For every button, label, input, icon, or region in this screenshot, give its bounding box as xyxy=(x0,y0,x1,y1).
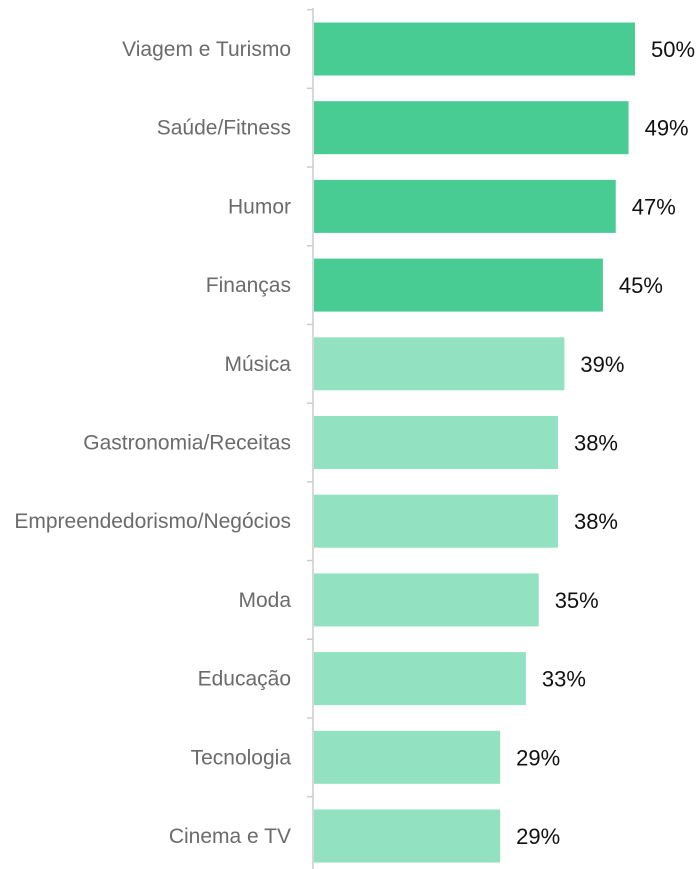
category-tick-label: Humor xyxy=(228,195,291,218)
bar xyxy=(314,258,603,312)
bars xyxy=(314,22,635,863)
data-label: 39% xyxy=(580,352,624,377)
data-label: 50% xyxy=(651,37,695,62)
data-label: 38% xyxy=(574,431,618,456)
bar xyxy=(314,416,558,469)
category-tick-label: Gastronomia/Receitas xyxy=(83,432,291,455)
bar xyxy=(314,337,565,391)
bar xyxy=(314,809,501,863)
data-label: 35% xyxy=(555,588,599,613)
category-tick-label: Tecnologia xyxy=(191,746,292,769)
category-tick-label: Moda xyxy=(238,589,291,612)
data-label: 45% xyxy=(619,273,663,298)
data-label: 49% xyxy=(645,116,689,141)
bar xyxy=(314,101,629,155)
data-label: 38% xyxy=(574,509,618,534)
bar xyxy=(314,494,558,548)
axis xyxy=(307,8,314,869)
data-label: 29% xyxy=(516,745,560,770)
bar xyxy=(314,573,539,627)
category-tick-label: Saúde/Fitness xyxy=(157,117,291,140)
data-label: 29% xyxy=(516,824,560,849)
bar xyxy=(314,22,635,76)
category-tick-label: Finanças xyxy=(206,274,291,297)
data-label: 47% xyxy=(632,194,676,219)
bar xyxy=(314,179,616,233)
category-tick-label: Educação xyxy=(198,668,291,691)
category-tick-label: Cinema e TV xyxy=(169,825,291,848)
bar xyxy=(314,730,501,784)
category-tick-label: Viagem e Turismo xyxy=(122,38,291,61)
labels: Viagem e Turismo 50% Saúde/Fitness 49% Humor… xyxy=(14,37,695,849)
category-tick-label: Música xyxy=(224,353,291,376)
category-tick-label: Empreendedorismo/Negócios xyxy=(14,510,291,533)
data-label: 33% xyxy=(542,667,586,692)
bar xyxy=(314,652,526,706)
